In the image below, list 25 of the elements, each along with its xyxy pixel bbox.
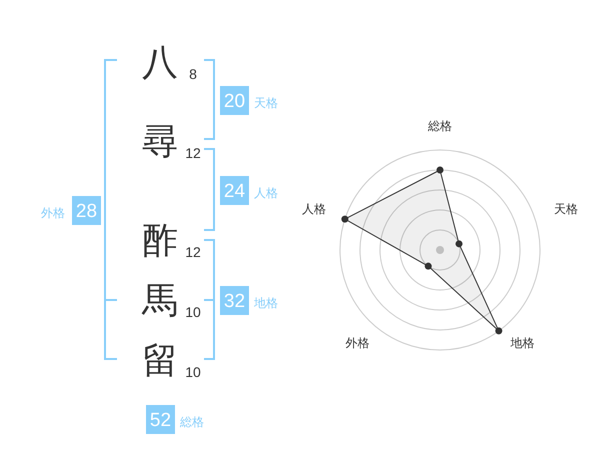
spoke-label: 外格 xyxy=(345,336,370,350)
data-label: 8 xyxy=(189,66,198,82)
text: 32 xyxy=(224,291,246,312)
category-label: 酢 xyxy=(142,220,178,260)
spoke-label: 総格 xyxy=(427,119,452,133)
data-label: 12 xyxy=(185,145,201,161)
data-label: 12 xyxy=(185,244,201,260)
text: 28 xyxy=(76,201,98,222)
text: 地格 xyxy=(253,296,278,310)
category-label: 留 xyxy=(142,340,178,380)
text: 20 xyxy=(224,91,246,112)
text: 人格 xyxy=(254,186,278,200)
text: 52 xyxy=(150,410,172,431)
data-label: 10 xyxy=(185,364,201,380)
category-label: 馬 xyxy=(141,280,178,320)
spoke-label: 天格 xyxy=(554,202,578,216)
spoke-label: 地格 xyxy=(510,336,535,350)
spoke-label: 人格 xyxy=(302,202,326,216)
category-label: 尋 xyxy=(142,120,178,162)
text: 外格 xyxy=(41,206,65,220)
category-label: 八 xyxy=(142,42,178,82)
text: 24 xyxy=(224,181,246,202)
text: 天格 xyxy=(254,96,278,110)
text: 総格 xyxy=(179,415,204,429)
data-label: 10 xyxy=(185,304,201,320)
